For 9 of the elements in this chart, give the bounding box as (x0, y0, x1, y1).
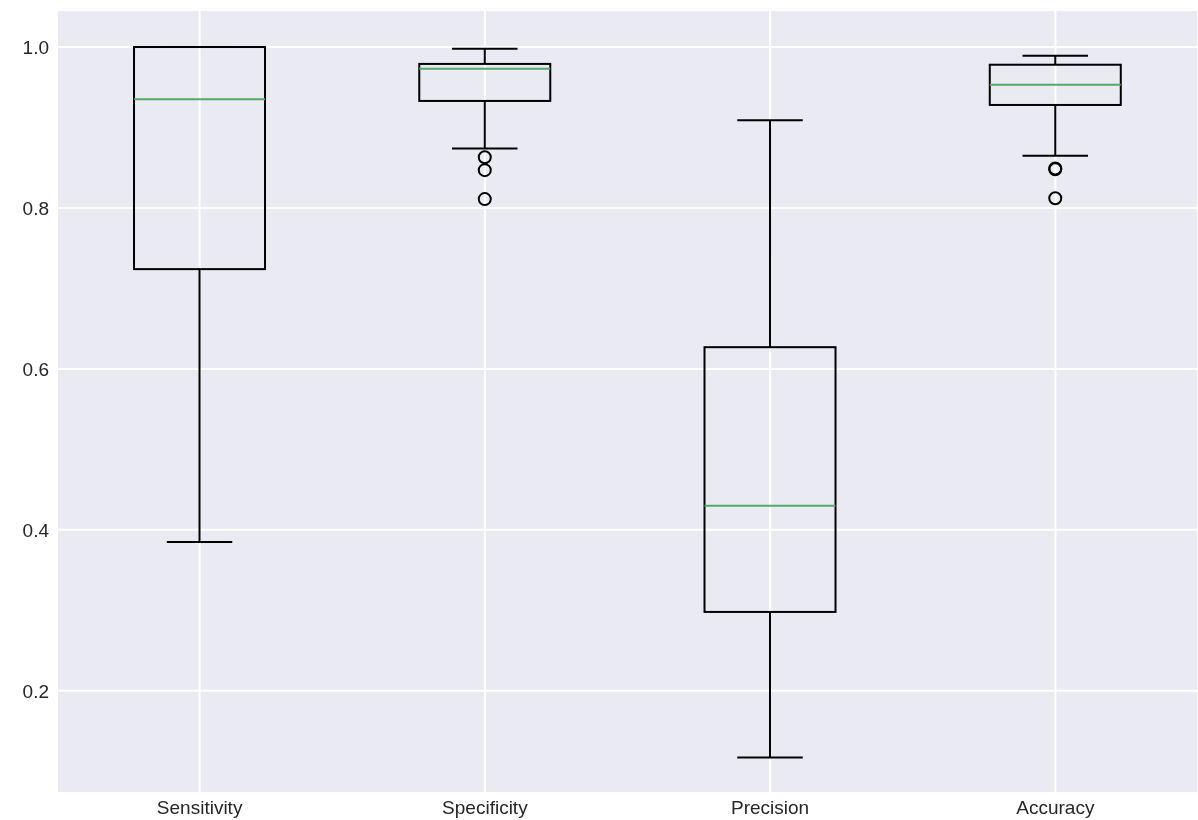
x-tick-label: Sensitivity (156, 797, 243, 819)
y-tick-label: 1.0 (22, 36, 49, 58)
x-tick-label: Accuracy (1016, 797, 1095, 819)
y-tick-label: 0.2 (22, 680, 49, 702)
y-tick-label: 0.6 (22, 358, 49, 380)
x-tick-label: Specificity (442, 797, 529, 819)
x-tick-label: Precision (731, 797, 810, 819)
y-tick-label: 0.8 (22, 197, 49, 219)
y-tick-label: 0.4 (22, 519, 50, 541)
